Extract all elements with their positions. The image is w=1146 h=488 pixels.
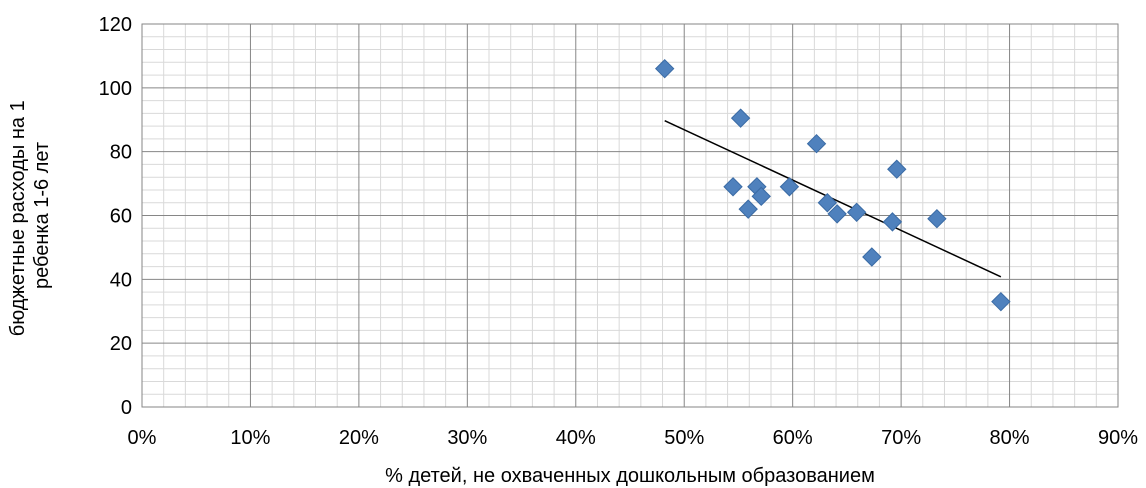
x-tick-label: 10% [230,427,270,449]
y-tick-label: 60 [110,206,132,228]
data-point [779,177,800,197]
data-point [730,108,751,128]
x-tick-label: 20% [339,427,379,449]
y-tick-label: 100 [99,78,132,100]
x-tick-label: 70% [881,427,921,449]
x-axis-title: % детей, не охваченных дошкольным образо… [385,465,875,487]
data-point [882,212,903,232]
x-tick-label: 0% [128,427,157,449]
y-tick-label: 0 [121,397,132,419]
plot-area-border [141,23,1119,408]
data-points [654,58,1011,312]
data-point [751,186,771,207]
y-axis-title: бюджетные расходы на 1 ребенка 1-6 лет [7,95,53,337]
data-point [887,159,907,179]
data-point [862,247,882,267]
y-tick-label: 20 [110,333,132,355]
data-point [806,133,827,154]
y-axis-title-line-1: бюджетные расходы на 1 [7,100,29,336]
y-tick-label: 40 [110,269,132,291]
x-tick-label: 40% [556,427,596,449]
data-point [817,193,838,213]
data-point [827,204,847,224]
x-tick-label: 60% [773,427,813,449]
data-point [738,199,758,219]
data-point [846,202,867,223]
y-tick-label: 80 [110,142,132,164]
data-point [654,58,675,79]
gridlines [141,23,1119,408]
y-axis-title-line-2: ребенка 1-6 лет [31,142,53,289]
x-tick-label: 50% [664,427,704,449]
axis-ticks: 0% 10% 20% 30% 40% 50% 60% 70% 80% 90% 0 20 40 60 80 10… [99,14,1139,449]
x-tick-label: 90% [1098,427,1138,449]
data-point [927,208,947,229]
x-tick-label: 30% [447,427,487,449]
data-point [991,291,1011,312]
data-point [723,177,743,197]
x-tick-label: 80% [990,427,1030,449]
y-tick-label: 120 [99,14,132,36]
